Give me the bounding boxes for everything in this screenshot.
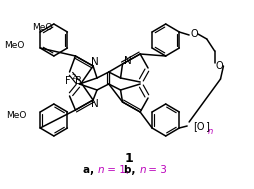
Text: n: n: [139, 165, 145, 175]
Text: b,: b,: [124, 165, 139, 175]
Text: B: B: [75, 76, 82, 86]
Text: a,: a,: [83, 165, 98, 175]
Text: 1: 1: [124, 152, 133, 164]
Text: 2: 2: [71, 74, 75, 80]
Text: n: n: [98, 165, 104, 175]
Text: MeO: MeO: [4, 42, 24, 50]
Text: = 1;: = 1;: [103, 165, 132, 175]
Text: O: O: [215, 61, 223, 71]
Text: [O: [O: [192, 121, 204, 131]
Text: F: F: [65, 76, 70, 86]
Text: = 3: = 3: [145, 165, 166, 175]
Text: ]: ]: [204, 121, 208, 131]
Text: N: N: [123, 56, 131, 66]
Text: N: N: [91, 99, 99, 109]
Text: O: O: [189, 29, 197, 39]
Text: n: n: [207, 126, 213, 136]
Text: N: N: [91, 57, 99, 67]
Text: MeO: MeO: [32, 23, 52, 33]
Text: MeO: MeO: [6, 112, 26, 121]
